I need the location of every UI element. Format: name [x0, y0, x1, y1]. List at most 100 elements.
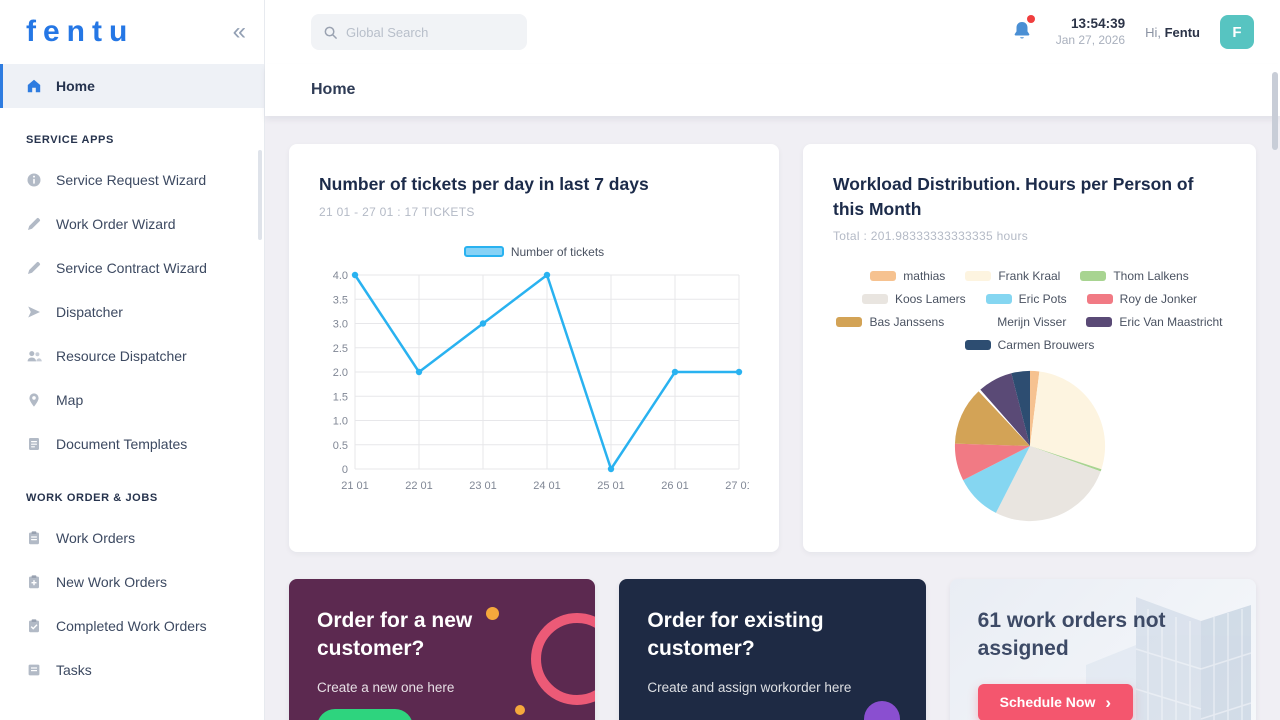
sidebar-item-work-order-wizard[interactable]: Work Order Wizard	[0, 202, 264, 246]
sidebar-item-service-contract-wizard[interactable]: Service Contract Wizard	[0, 246, 264, 290]
legend-swatch	[965, 271, 992, 281]
map-pin-icon	[26, 392, 42, 408]
decor-ring	[531, 613, 596, 705]
sidebar: fentu « Home SERVICE APPS Service Reques…	[0, 0, 265, 720]
legend-swatch	[964, 340, 991, 350]
svg-text:1.5: 1.5	[333, 391, 348, 403]
clock-time: 13:54:39	[1071, 16, 1126, 32]
legend-item[interactable]: Merijn Visser	[964, 315, 1066, 329]
legend-swatch	[836, 317, 863, 327]
svg-text:26 01: 26 01	[661, 480, 689, 492]
legend-item[interactable]: Bas Janssens	[836, 315, 944, 329]
svg-text:0.5: 0.5	[333, 439, 348, 451]
svg-text:3.0: 3.0	[333, 318, 348, 330]
legend-label: Merijn Visser	[997, 315, 1067, 329]
schedule-now-button[interactable]: Schedule Now ›	[977, 683, 1134, 720]
legend-label: mathias	[903, 269, 946, 283]
promo-subtitle: Create and assign workorder here	[647, 679, 852, 695]
tickets-line-chart[interactable]: 0 0.5 1.0 1.5 2.0 2.5 3.0 3.5 4.0 21 01 22 01 23 01…	[319, 265, 749, 497]
notifications-button[interactable]	[1010, 15, 1036, 45]
svg-text:0: 0	[342, 464, 348, 476]
send-icon	[26, 304, 42, 320]
legend-item[interactable]: Thom Lalkens	[1080, 269, 1189, 283]
legend-item[interactable]: Number of tickets	[463, 245, 604, 259]
promo-title: Order for existing customer?	[647, 609, 824, 661]
decor-dot	[486, 607, 500, 620]
sidebar-item-label: Document Templates	[56, 436, 188, 452]
svg-text:1.0: 1.0	[333, 415, 348, 427]
svg-text:4.0: 4.0	[333, 270, 348, 282]
document-icon	[26, 436, 42, 452]
bell-icon	[1010, 19, 1034, 43]
sidebar-item-label: Completed Work Orders	[56, 618, 207, 634]
legend-swatch	[463, 246, 504, 257]
clock: 13:54:39 Jan 27, 2026	[1056, 16, 1125, 48]
user-avatar[interactable]: F	[1220, 15, 1254, 49]
sidebar-item-label: Resource Dispatcher	[56, 348, 187, 364]
sidebar-item-tasks[interactable]: Tasks	[0, 648, 264, 692]
sidebar-item-resource-dispatcher[interactable]: Resource Dispatcher	[0, 334, 264, 378]
svg-text:21 01: 21 01	[341, 480, 369, 492]
legend-swatch	[964, 317, 991, 327]
pie-chart-legend: mathias Frank Kraal Thom Lalkens Koos Lamer…	[833, 269, 1226, 352]
home-icon	[26, 78, 42, 94]
decor-dot	[515, 705, 526, 715]
clipboard-check-icon	[26, 618, 42, 634]
sidebar-item-service-request-wizard[interactable]: Service Request Wizard	[0, 158, 264, 202]
app-logo[interactable]: fentu	[26, 15, 135, 48]
legend-item[interactable]: Frank Kraal	[965, 269, 1060, 283]
sidebar-item-map[interactable]: Map	[0, 378, 264, 422]
legend-label: Thom Lalkens	[1113, 269, 1189, 283]
info-icon	[26, 172, 42, 188]
sidebar-section-work-order-jobs: WORK ORDER & JOBS	[26, 492, 158, 504]
legend-item[interactable]: mathias	[870, 269, 945, 283]
header-right: 13:54:39 Jan 27, 2026 Hi, Fentu F	[1010, 15, 1254, 49]
promo-row: Order for a new customer? Create a new o…	[289, 579, 1256, 720]
legend-item[interactable]: Koos Lamers	[861, 292, 966, 306]
sidebar-collapse-button[interactable]: «	[232, 18, 246, 45]
legend-swatch	[1080, 271, 1107, 281]
sidebar-item-label: Tasks	[56, 662, 92, 678]
search-icon	[323, 25, 338, 40]
svg-text:27 01: 27 01	[725, 480, 749, 492]
search-input[interactable]	[346, 24, 506, 40]
legend-item[interactable]: Eric Van Maastricht	[1086, 315, 1223, 329]
line-chart-legend: Number of tickets	[319, 245, 749, 259]
svg-text:2.5: 2.5	[333, 342, 348, 354]
sidebar-item-dispatcher[interactable]: Dispatcher	[0, 290, 264, 334]
legend-item[interactable]: Carmen Brouwers	[964, 338, 1095, 352]
legend-swatch	[1086, 294, 1113, 304]
sidebar-section-service-apps: SERVICE APPS	[26, 134, 114, 146]
svg-text:2.0: 2.0	[333, 367, 348, 379]
sidebar-item-label: New Work Orders	[56, 574, 167, 590]
svg-text:24 01: 24 01	[533, 480, 561, 492]
page-content: Number of tickets per day in last 7 days…	[265, 116, 1280, 720]
sidebar-item-new-work-orders[interactable]: New Work Orders	[0, 560, 264, 604]
sidebar-item-label: Work Order Wizard	[56, 216, 176, 232]
legend-item[interactable]: Roy de Jonker	[1086, 292, 1198, 306]
card-title: Workload Distribution. Hours per Person …	[833, 174, 1194, 219]
sidebar-item-home[interactable]: Home	[0, 64, 264, 108]
card-subtitle: Total : 201.98333333333335 hours	[833, 229, 1029, 243]
sidebar-item-completed-work-orders[interactable]: Completed Work Orders	[0, 604, 264, 648]
tasks-icon	[26, 662, 42, 678]
sidebar-item-document-templates[interactable]: Document Templates	[0, 422, 264, 466]
legend-label: Roy de Jonker	[1119, 292, 1198, 306]
sidebar-item-label: Dispatcher	[56, 304, 123, 320]
card-title: Number of tickets per day in last 7 days	[319, 174, 649, 194]
workload-pie-chart[interactable]	[952, 368, 1108, 524]
legend-label: Carmen Brouwers	[997, 338, 1095, 352]
create-new-order-button[interactable]	[317, 708, 413, 720]
user-greeting: Hi, Fentu	[1145, 25, 1200, 40]
decor-blob	[863, 701, 900, 720]
legend-swatch	[1086, 317, 1113, 327]
promo-title: Order for a new customer?	[317, 609, 473, 661]
page-scrollbar-thumb[interactable]	[1272, 72, 1278, 150]
sidebar-item-work-orders[interactable]: Work Orders	[0, 516, 264, 560]
logo-row: fentu «	[0, 0, 264, 64]
clipboard-plus-icon	[26, 574, 42, 590]
legend-item[interactable]: Eric Pots	[985, 292, 1067, 306]
sidebar-scrollbar-thumb[interactable]	[258, 150, 262, 240]
sidebar-item-label: Map	[56, 392, 84, 408]
global-search[interactable]	[311, 14, 527, 50]
